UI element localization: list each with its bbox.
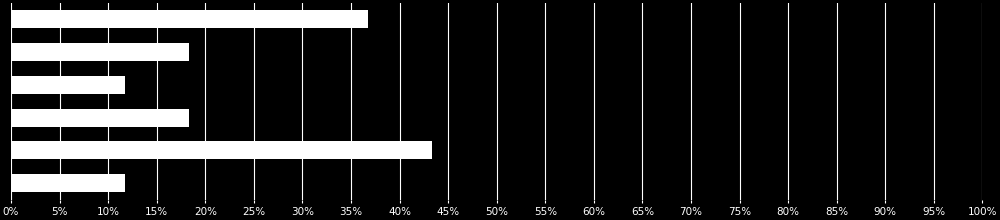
Bar	[11, 43, 189, 61]
Bar	[11, 108, 189, 126]
Bar	[11, 76, 125, 94]
Bar	[11, 141, 432, 160]
Bar	[11, 10, 368, 28]
Bar	[11, 174, 125, 192]
